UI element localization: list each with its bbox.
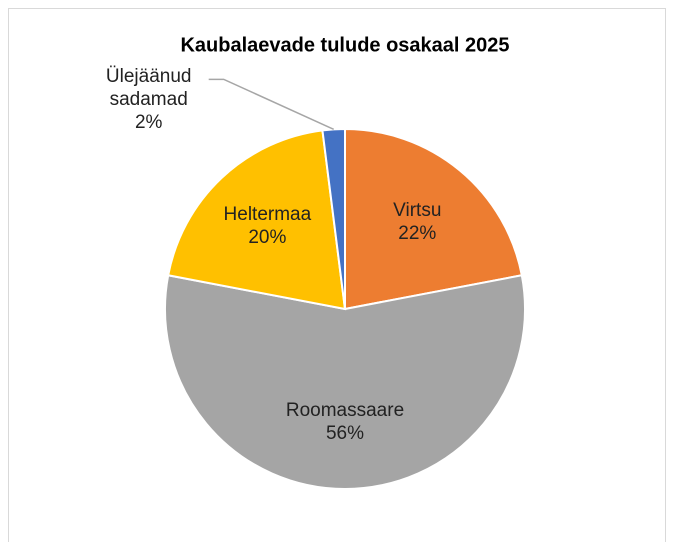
value-label: 22% — [398, 222, 437, 244]
value-label: 2% — [134, 111, 163, 133]
slice-label: Roomassaare 56% — [280, 399, 410, 445]
value-label: 56% — [325, 423, 365, 445]
category-label: Virtsu — [393, 199, 442, 221]
value-label: 20% — [248, 227, 287, 249]
slice-label: Heltermaa 20% — [202, 203, 332, 249]
category-label: Heltermaa — [223, 204, 312, 226]
category-label: Ülejäänud sadamad — [105, 65, 192, 110]
chart-title: Kaubalaevade tulude osakaal 2025 — [180, 34, 509, 56]
leader-line — [208, 78, 335, 131]
category-label: Roomassaare — [285, 400, 405, 422]
pie-slice — [344, 127, 523, 311]
pie-slice — [167, 129, 347, 311]
chart-border — [8, 8, 666, 542]
pie-slice — [164, 274, 526, 490]
slice-label: Ülejäänud sadamad 2% — [94, 65, 204, 134]
slice-label: Virtsu 22% — [352, 199, 482, 245]
